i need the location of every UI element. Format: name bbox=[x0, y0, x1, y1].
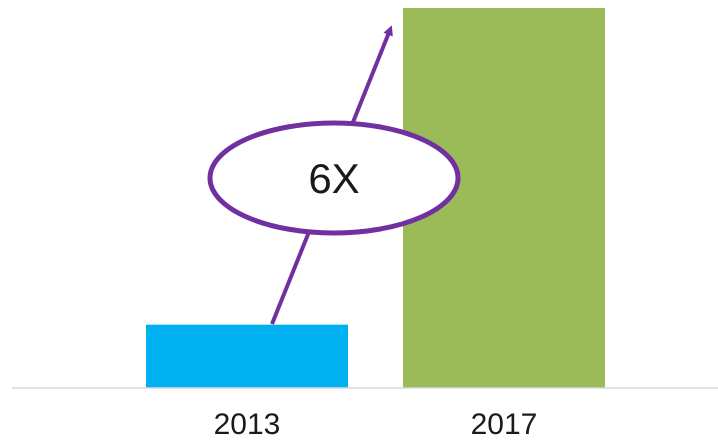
callout-ellipse bbox=[207, 120, 461, 236]
bar-2013 bbox=[146, 324, 348, 388]
x-tick-label-2017: 2017 bbox=[471, 408, 538, 441]
x-tick-labels: 2013 2017 bbox=[214, 408, 538, 441]
callout-text: 6X bbox=[308, 155, 359, 202]
x-tick-label-2013: 2013 bbox=[214, 408, 281, 441]
growth-annotation: 6X bbox=[207, 25, 461, 325]
